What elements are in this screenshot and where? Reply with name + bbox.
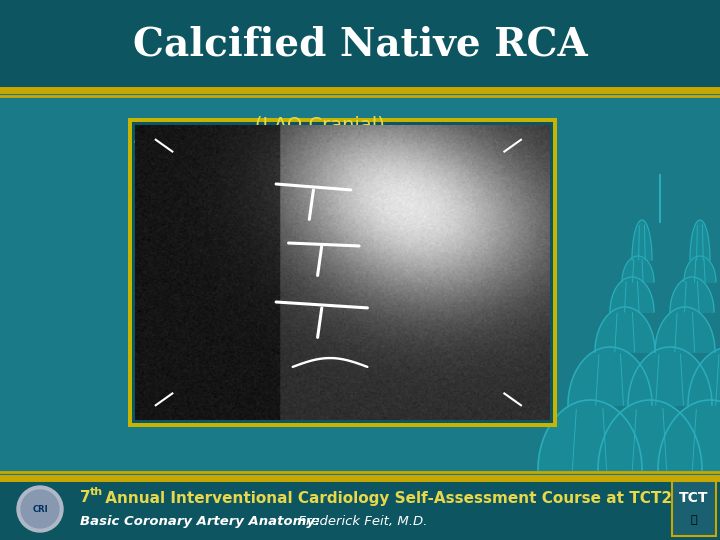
Text: 7: 7 (80, 490, 91, 505)
Text: “Bone Island”  Simulating Thrombus: “Bone Island” Simulating Thrombus (133, 138, 487, 157)
Bar (128, 118, 557, 427)
Bar (0, 478, 720, 540)
Bar (672, 481, 716, 536)
Polygon shape (688, 347, 720, 405)
Polygon shape (684, 256, 716, 282)
Polygon shape (670, 277, 714, 312)
Polygon shape (598, 400, 702, 470)
Circle shape (21, 490, 59, 528)
Polygon shape (595, 307, 655, 352)
Text: th: th (90, 487, 103, 497)
Polygon shape (632, 220, 652, 260)
Polygon shape (568, 347, 652, 405)
Polygon shape (628, 347, 712, 405)
Polygon shape (690, 220, 710, 260)
Polygon shape (610, 277, 654, 312)
Text: TCT: TCT (679, 491, 708, 505)
Text: Frederick Feit, M.D.: Frederick Feit, M.D. (294, 516, 428, 529)
Bar (132, 122, 553, 423)
Bar (0, 0, 720, 90)
Polygon shape (538, 400, 642, 470)
Circle shape (17, 486, 63, 532)
Text: Basic Coronary Artery Anatomy:: Basic Coronary Artery Anatomy: (80, 516, 320, 529)
Text: (LAO Cranial): (LAO Cranial) (255, 116, 385, 134)
Polygon shape (622, 256, 654, 282)
Text: Annual Interventional Cardiology Self-Assessment Course at TCT2004: Annual Interventional Cardiology Self-As… (100, 490, 704, 505)
Text: 🌲: 🌲 (690, 515, 697, 525)
Polygon shape (655, 307, 715, 352)
Polygon shape (658, 400, 720, 470)
Text: Calcified Native RCA: Calcified Native RCA (132, 26, 588, 64)
Text: CRI: CRI (32, 504, 48, 514)
